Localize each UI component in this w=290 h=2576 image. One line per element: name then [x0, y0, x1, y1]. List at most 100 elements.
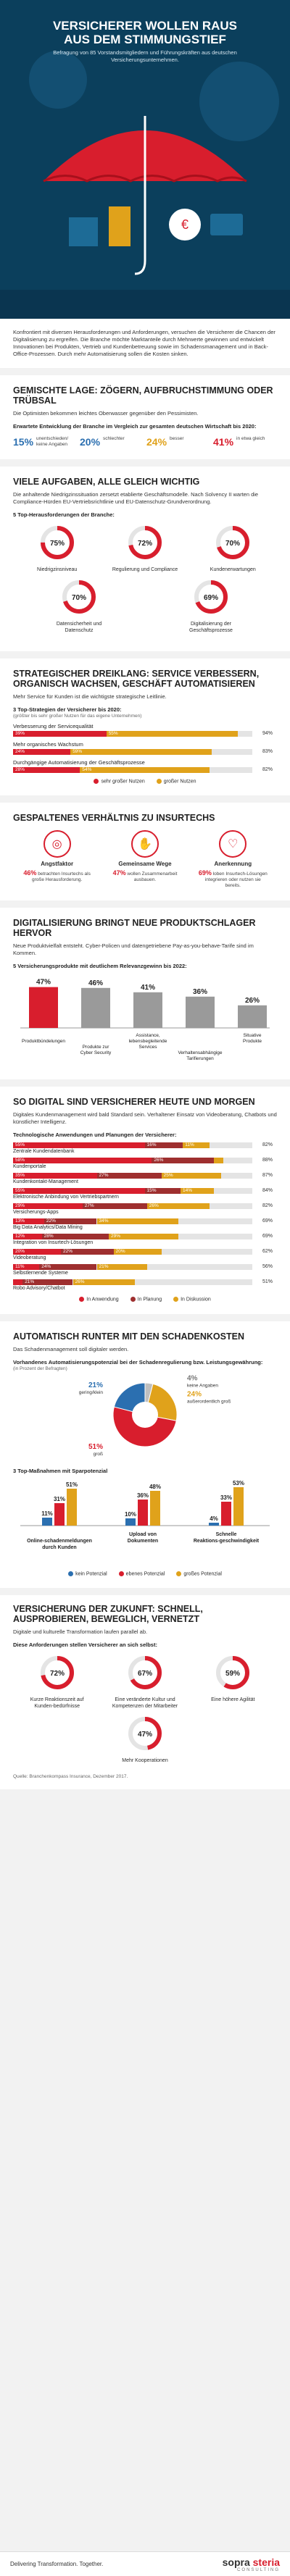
technology-row: 13% 22% 34% 69% Big Data Analytics/Data Mini…: [13, 1218, 273, 1230]
technology-row: 20% 22% 20% 62% Videoberatung: [13, 1249, 273, 1260]
section-mood: GEMISCHTE LAGE: ZÖGERN, AUFBRUCHSTIMMUNG…: [0, 368, 290, 459]
bar-value: 13%: [15, 1218, 25, 1224]
insurtech-value: 46%: [23, 869, 37, 877]
pie-value: 21%: [88, 1381, 103, 1389]
section-subtitle: 3 Top-Maßnahmen mit Sparpotenzial: [13, 1467, 108, 1474]
product-bar: [29, 987, 58, 1029]
strategy-row: Durchgängige Automatisierung der Geschäf…: [13, 759, 273, 773]
bar-track: 11% 24% 21% 56%: [13, 1264, 273, 1271]
bar-segment: [13, 1218, 44, 1225]
page-subtitle: Befragung von 85 Vorstandsmitgliedern un…: [53, 49, 237, 63]
donut-ring: 69%: [194, 580, 228, 614]
bar-segment: [13, 1249, 61, 1255]
donut-value: 70%: [225, 540, 240, 548]
source-note: Quelle: Branchenkompass Insurance, Dezem…: [13, 1774, 128, 1780]
donut-item: 72% Kurze Reaktionszeit auf Kunden-bedürf…: [21, 1655, 94, 1710]
bar-value: 20%: [15, 1249, 25, 1255]
pie-label: außerordentlich groß: [187, 1399, 231, 1404]
donut-arc: [216, 526, 250, 559]
savings-bar: [221, 1501, 231, 1526]
product-bar: [81, 988, 110, 1029]
pie-label: gering/klein: [79, 1390, 104, 1395]
footer-slogan: Delivering Transformation. Together.: [10, 2561, 104, 2567]
insurtech-item: ♡ Anerkennung 69% loben Insurtech-Lösungen…: [196, 830, 269, 889]
pie-label: keine Angaben: [187, 1383, 218, 1388]
sopra-steria-logo: sopra steria CONSULTING: [222, 2556, 280, 2572]
bar-segment: [13, 1173, 97, 1179]
bar-value: 55%: [108, 731, 118, 736]
insurtech-text: 69% loben Insurtech-Lösungen integrieren…: [196, 870, 269, 889]
bar-segment-very-high: [13, 767, 80, 773]
section-title: GEMISCHTE LAGE: ZÖGERN, AUFBRUCHSTIMMUNG…: [13, 385, 273, 406]
bar-value: 11%: [41, 1510, 53, 1517]
bar-value: 46%: [88, 979, 103, 987]
donut-value: 69%: [204, 594, 218, 602]
donut-value: 72%: [138, 540, 152, 548]
donut-ring: 67%: [128, 1656, 162, 1690]
hero-banner: € VERSICHERER WOLLEN RAUS AUS DEM STIMMU…: [0, 0, 290, 319]
bar-label: Produkte: [243, 1039, 262, 1044]
bar-value: 26%: [154, 1158, 164, 1163]
bar-value: 36%: [137, 1492, 149, 1499]
bar-total: 83%: [262, 749, 273, 754]
strategy-row: Mehr organisches Wachstum 24% 59% 83%: [13, 741, 273, 755]
technology-chart: 55% 16% 11% 82% Zentrale Kundendatenbank 58% 2…: [13, 1142, 273, 1291]
bar-segment: [113, 1249, 162, 1255]
kpi-row: 15% unentschieden/ keine Angaben 20% schlec…: [13, 436, 277, 448]
donut-arc: [128, 1656, 162, 1690]
bar-segment: [13, 1264, 40, 1271]
bar-segment: [13, 1279, 23, 1286]
donut-ring: 75%: [40, 526, 74, 559]
strategy-label: Verbesserung der Servicequalität: [13, 723, 94, 729]
donut-label: Datensicherheit und Datenschutz: [56, 622, 102, 633]
donut-item: 59% Eine höhere Agilität: [196, 1655, 269, 1710]
donut-value: 75%: [50, 540, 65, 548]
donut-label: Eine höhere Agilität: [211, 1697, 255, 1703]
insurtech-grid: ◎ Angstfaktor 46% betrachten Insurtechs al…: [13, 830, 277, 889]
section-title: AUTOMATISCH RUNTER MIT DEN SCHADENKOSTEN: [13, 1331, 244, 1342]
donut-item: 72% Regulierung und Compliance: [109, 524, 181, 573]
bar-segment-high: [106, 731, 239, 737]
kpi-label: besser: [170, 436, 184, 441]
bar-label: Cyber Security: [80, 1050, 112, 1055]
legend-item: In Anwendung: [79, 1297, 119, 1302]
section-note: (in Prozent der Befragten): [13, 1366, 67, 1371]
bar-value: 39%: [15, 731, 25, 736]
section-text: Die Optimisten bekommen leichtes Oberwas…: [13, 410, 199, 417]
bar-label: Services: [139, 1045, 158, 1050]
donut-value: 47%: [138, 1731, 152, 1739]
bar-segment: [61, 1249, 114, 1255]
bar-value: 58%: [15, 1158, 25, 1163]
donut-arc: [128, 1717, 162, 1751]
group-label: durch Kunden: [42, 1545, 76, 1550]
donut-item: 69% Digitalisierung der Geschäftsprozesse: [175, 579, 247, 634]
bar-total: 82%: [262, 1203, 273, 1209]
technology-row: 55% 15% 14% 84% Elektronische Anbindung von …: [13, 1188, 273, 1200]
donut-ring: 59%: [216, 1656, 250, 1690]
section-products: DIGITALISIERUNG BRINGT NEUE PRODUKTSCHLA…: [0, 900, 290, 1080]
donut-arc: [216, 1656, 250, 1690]
svg-text:€: €: [181, 217, 188, 232]
technology-row: 55% 16% 11% 82% Zentrale Kundendatenbank: [13, 1142, 273, 1154]
savings-bar: [233, 1486, 244, 1526]
bar-value: 10%: [125, 1511, 136, 1518]
bar-track: 29% 27% 26% 82%: [13, 1203, 273, 1210]
kpi-item: 24% besser: [146, 436, 210, 448]
bar-value: 21%: [99, 1264, 109, 1270]
bar-value: 21%: [25, 1279, 35, 1285]
bar-value: 22%: [46, 1218, 56, 1224]
bar-label: Tarifierungen: [186, 1056, 214, 1061]
kpi-item: 15% unentschieden/ keine Angaben: [13, 436, 77, 448]
section-subtitle: Vorhandenes Automatisierungspotenzial be…: [13, 1358, 263, 1366]
bar-value: 48%: [149, 1484, 161, 1490]
bar-value: 59%: [72, 749, 83, 754]
insurtech-description: betrachten Insurtechs als große Herausfo…: [31, 871, 91, 883]
donut-arc: [128, 526, 162, 559]
bar-value: 28%: [15, 767, 25, 772]
donut-value: 59%: [225, 1670, 240, 1678]
section-text: Digitale und kulturelle Transformation l…: [13, 1628, 148, 1636]
kpi-item: 41% in etwa gleich: [213, 436, 277, 448]
section-text: Neue Produktvielfalt entsteht. Cyber-Pol…: [13, 942, 254, 957]
donut-arc: [40, 526, 74, 559]
